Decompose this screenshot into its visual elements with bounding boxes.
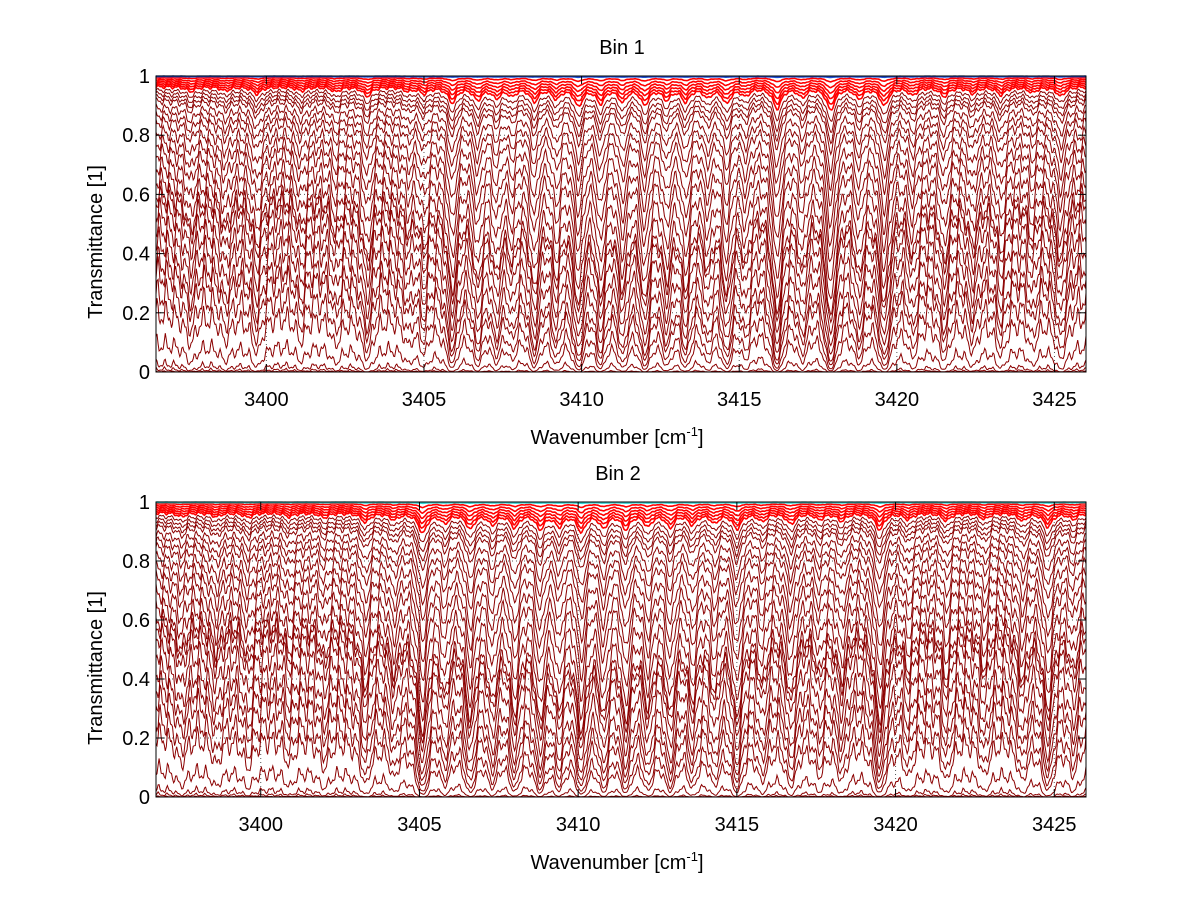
series-line: [155, 333, 1087, 373]
series-line: [155, 278, 1087, 370]
x-tick-label: 3405: [402, 389, 447, 411]
y-tick-label: 0: [139, 787, 150, 809]
x-tick-label: 3400: [238, 814, 283, 836]
chart-title: Bin 1: [599, 37, 645, 59]
x-tick-label: 3425: [1032, 389, 1077, 411]
series-line: [155, 622, 1087, 753]
series-line: [155, 103, 1087, 176]
y-ticks: 0 0.2 0.4 0.6 0.8 1: [122, 66, 1086, 384]
series-line: [155, 93, 1087, 145]
x-tick-label: 3415: [715, 814, 760, 836]
y-tick-label: 0.6: [122, 610, 150, 632]
series-line: [155, 78, 1087, 89]
series-line: [155, 514, 1087, 544]
series-line: [155, 97, 1087, 156]
series-line: [155, 655, 1087, 775]
y-tick-label: 0.6: [122, 184, 150, 206]
series-line: [155, 167, 1087, 300]
series-line: [155, 212, 1087, 347]
series-line: [155, 507, 1087, 525]
series-group: [155, 501, 1087, 798]
series-line: [155, 536, 1087, 607]
x-tick-label: 3420: [875, 389, 920, 411]
series-line: [155, 637, 1087, 764]
series-line: [155, 109, 1087, 192]
x-tick-label: 3400: [244, 389, 289, 411]
series-line: [155, 704, 1087, 792]
series-line: [155, 81, 1087, 100]
series-line: [155, 583, 1087, 703]
series-line: [155, 143, 1087, 263]
subplot-bin-2: Bin 2 3400 3405 3410 3415 3420 3425 0 0.2 0.4 0.…: [85, 463, 1087, 874]
series-line: [155, 550, 1087, 645]
series-line: [155, 596, 1087, 723]
series-line: [155, 115, 1087, 207]
series-line: [155, 684, 1087, 787]
x-tick-label: 3410: [556, 814, 601, 836]
series-line: [155, 523, 1087, 572]
y-tick-label: 0.8: [122, 125, 150, 147]
y-tick-label: 1: [139, 492, 150, 514]
subplot-bin-1: Bin 1 3400 3405 3410 3415 3420 3425 0 0.2 0.4 0.…: [85, 37, 1087, 449]
axes-box: [155, 75, 1087, 373]
series-line: [156, 504, 1087, 514]
series-line: [155, 88, 1087, 122]
x-ticks: 3400 3405 3410 3415 3420 3425: [244, 76, 1077, 411]
series-line: [155, 560, 1087, 664]
series-line: [155, 197, 1087, 336]
series-line: [155, 90, 1087, 133]
series-line: [155, 529, 1087, 590]
series-line: [155, 83, 1087, 106]
x-tick-label: 3415: [717, 389, 762, 411]
chart-title: Bin 2: [595, 463, 641, 485]
y-ticks: 0 0.2 0.4 0.6 0.8 1: [122, 492, 1086, 809]
series-line: [155, 517, 1087, 553]
series-group: [155, 75, 1087, 373]
y-tick-label: 0: [139, 362, 150, 384]
series-line: [155, 245, 1087, 362]
series-line: [155, 178, 1087, 317]
y-tick-label: 0.2: [122, 728, 150, 750]
series-line: [155, 670, 1087, 782]
series-line: [155, 84, 1087, 111]
series-line: [155, 226, 1087, 355]
x-axis-label: Wavenumber [cm-1]: [530, 424, 703, 449]
x-axis-label-superscript: -1: [686, 849, 698, 864]
series-line: [155, 506, 1087, 520]
x-ticks: 3400 3405 3410 3415 3420 3425: [238, 502, 1077, 836]
series-line: [155, 256, 1087, 366]
series-line: [156, 502, 1087, 509]
series-line: [155, 520, 1087, 562]
series-line: [155, 134, 1087, 248]
series-line: [155, 76, 1087, 83]
series-line: [155, 79, 1087, 94]
x-tick-label: 3420: [873, 814, 918, 836]
series-line: [155, 569, 1087, 683]
y-tick-label: 1: [139, 66, 150, 88]
x-axis-label: Wavenumber [cm-1]: [530, 849, 703, 874]
y-tick-label: 0.8: [122, 551, 150, 573]
y-axis-label: Transmittance [1]: [85, 165, 107, 319]
series-line: [155, 721, 1087, 795]
series-line: [155, 616, 1087, 744]
y-tick-label: 0.4: [122, 244, 150, 266]
x-tick-label: 3425: [1032, 814, 1077, 836]
series-line: [155, 758, 1087, 798]
y-axis-label: Transmittance [1]: [85, 591, 107, 745]
y-tick-label: 0.2: [122, 303, 150, 325]
series-line: [155, 185, 1087, 324]
x-tick-label: 3410: [559, 389, 604, 411]
series-line: [155, 156, 1087, 282]
x-axis-label-superscript: -1: [686, 424, 698, 439]
series-line: [155, 510, 1087, 535]
x-tick-label: 3405: [397, 814, 442, 836]
series-line: [155, 541, 1087, 622]
series-line: [155, 608, 1087, 737]
series-line: [155, 298, 1087, 372]
series-line: [155, 124, 1087, 230]
series-line: [155, 509, 1087, 530]
y-tick-label: 0.4: [122, 669, 150, 691]
axes-box: [155, 501, 1087, 798]
